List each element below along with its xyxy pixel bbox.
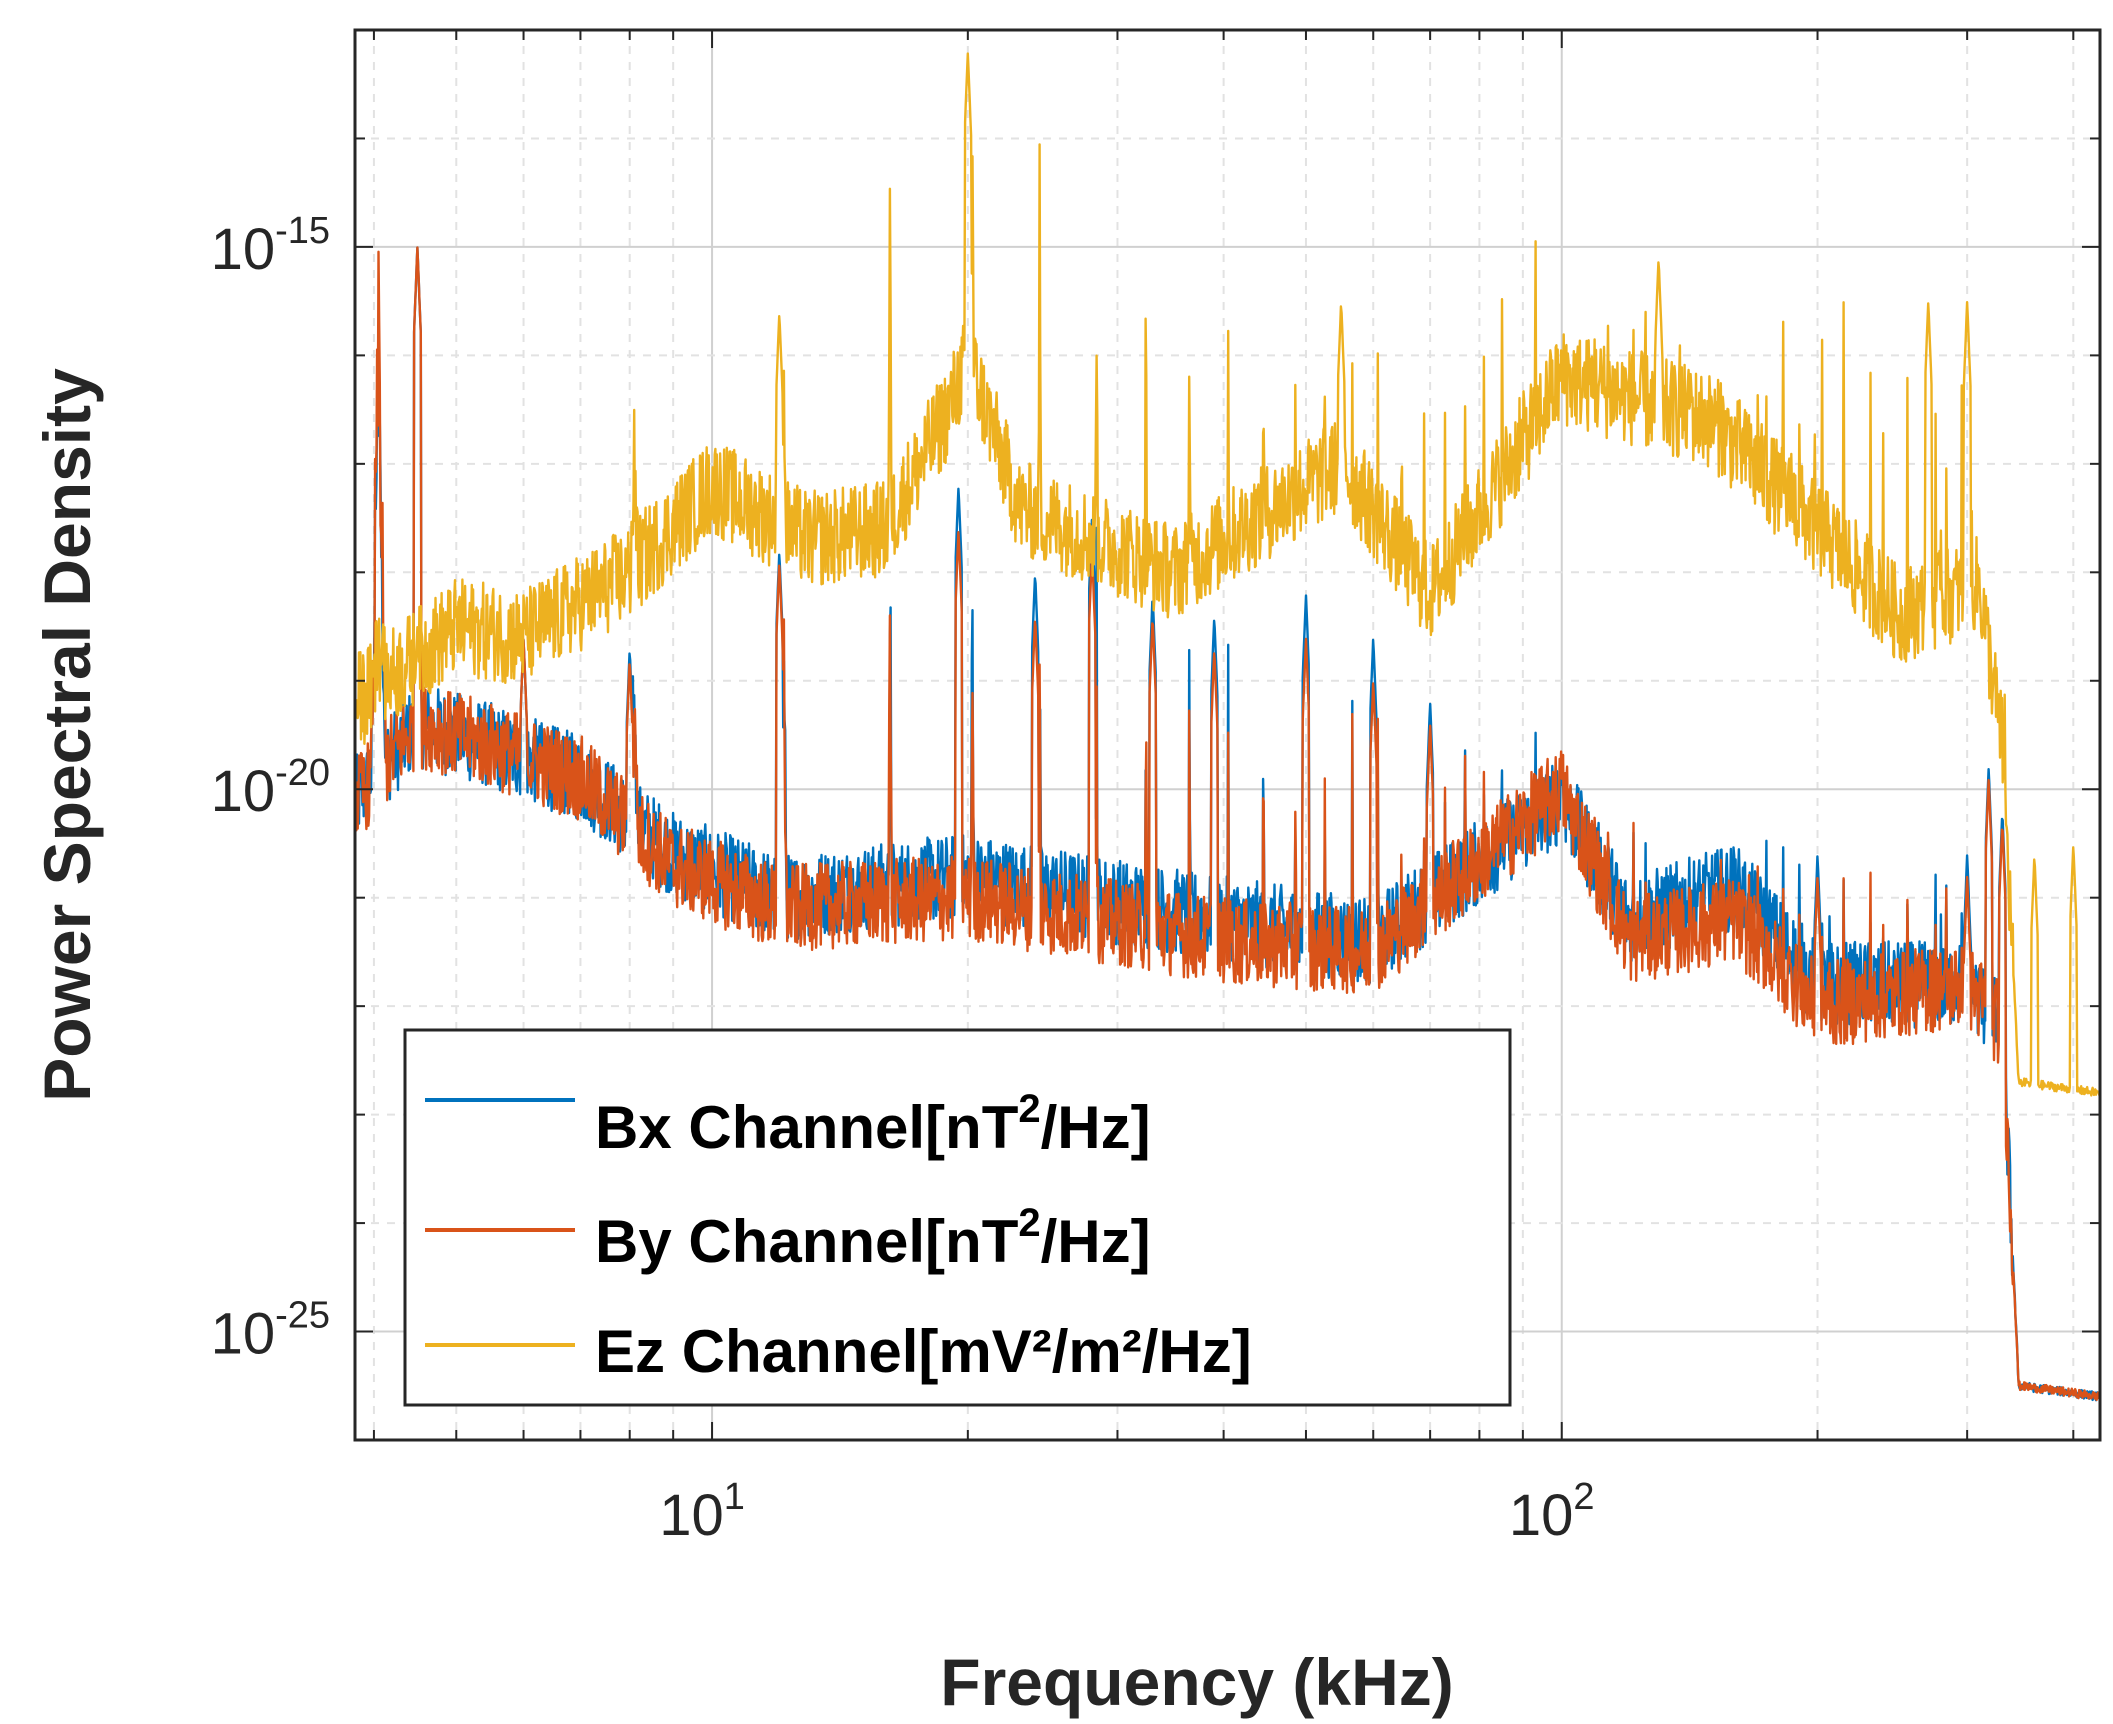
legend: Bx Channel[nT2/Hz] By Channel[nT2/Hz] Ez… xyxy=(403,1028,1512,1407)
x-tick-label: 102 xyxy=(1509,1476,1595,1548)
x-tick-label: 101 xyxy=(659,1476,745,1548)
legend-box xyxy=(403,1028,1512,1407)
series-layer xyxy=(355,52,2100,1402)
series-line-ez xyxy=(355,52,2100,1097)
legend-label-bx: Bx Channel[nT2/Hz] xyxy=(595,1087,1151,1161)
y-axis-title: Power Spectral Density xyxy=(30,368,104,1102)
plot-frame xyxy=(353,28,2102,1442)
series-line-by xyxy=(355,246,2100,1402)
axis-ticks: 101 102 10-15 10-20 10-25 xyxy=(211,29,2100,1548)
legend-label-by: By Channel[nT2/Hz] xyxy=(595,1201,1151,1275)
y-tick-label: 10-25 xyxy=(211,1295,330,1367)
legend-label-ez: Ez Channel[mV²/m²/Hz] xyxy=(595,1318,1252,1385)
y-tick-label: 10-20 xyxy=(211,752,330,824)
x-axis-title: Frequency (kHz) xyxy=(940,1645,1453,1719)
y-tick-label: 10-15 xyxy=(211,210,330,282)
